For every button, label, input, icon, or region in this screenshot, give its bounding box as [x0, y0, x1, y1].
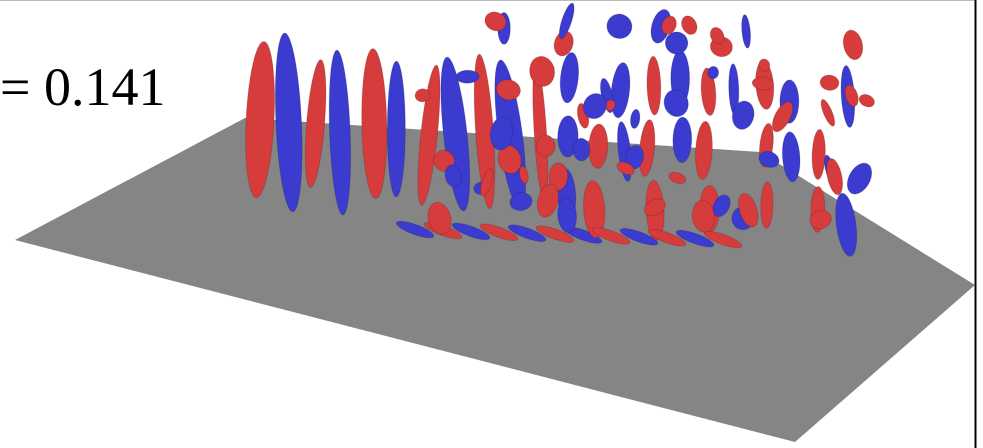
vortex-blob	[841, 28, 866, 61]
vortex-blob	[672, 117, 692, 163]
vortex-blob	[740, 14, 751, 48]
vortex-blob	[707, 66, 719, 79]
vortex-blob	[558, 52, 581, 104]
vortex-blob	[573, 138, 590, 161]
vortex-blob	[857, 92, 876, 109]
figure: = 0.141	[0, 0, 983, 448]
vortex-blob	[527, 54, 557, 88]
vortex-blob	[629, 109, 641, 129]
vortex-blob	[646, 56, 661, 115]
vortex-blob	[387, 61, 405, 197]
vortex-blob	[818, 98, 837, 128]
vortex-blob	[819, 74, 840, 92]
vortex-blob	[456, 70, 479, 83]
vortex-blob	[811, 129, 826, 179]
vortex-blob	[842, 159, 877, 198]
visualization: = 0.141	[0, 0, 983, 448]
vortex-blob	[824, 157, 846, 196]
vortex-blob	[604, 11, 636, 42]
time-label: = 0.141	[0, 57, 165, 117]
